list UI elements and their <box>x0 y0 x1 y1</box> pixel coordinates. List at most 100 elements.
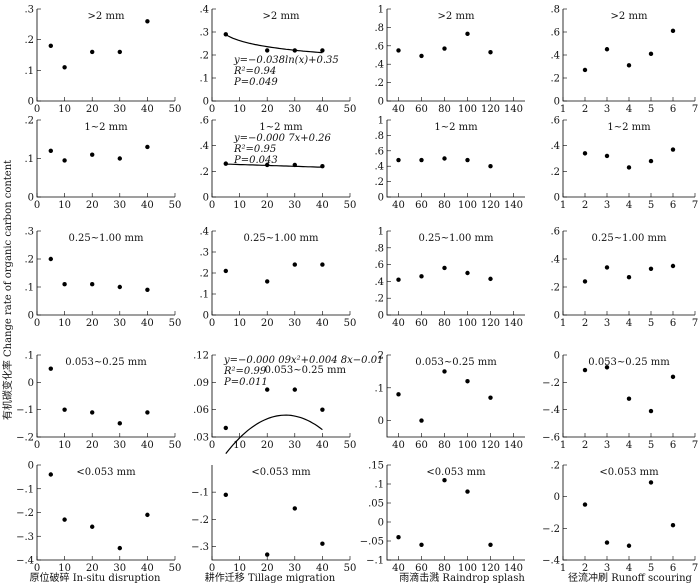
panel-size-label: 0.25~1.00 mm <box>591 233 667 244</box>
x-tick-label: 120 <box>481 563 500 574</box>
panel-size-label: 1~2 mm <box>259 122 303 133</box>
data-point <box>488 164 493 169</box>
x-tick-label: 1 <box>560 200 566 211</box>
x-tick-label: 5 <box>648 440 654 451</box>
panel-size-label: 0.25~1.00 mm <box>68 233 144 244</box>
x-tick-label: 0 <box>34 104 40 115</box>
x-tick-label: 0 <box>209 563 215 574</box>
data-point <box>419 418 424 423</box>
data-point <box>265 387 270 392</box>
data-point <box>648 480 654 485</box>
x-tick-label: 0 <box>209 104 215 115</box>
panel-size-label: 0.053~0.25 mm <box>65 357 147 368</box>
y-tick-label: −.1 <box>191 488 209 499</box>
y-tick-label: .1 <box>24 351 34 362</box>
panel-size-label: >2 mm <box>263 11 300 22</box>
column-title: 雨滴击溅 Raindrop splash <box>399 571 525 584</box>
y-tick-label: −.6 <box>542 433 560 444</box>
y-tick-label: .2 <box>550 74 560 85</box>
y-tick-label: .3 <box>199 248 209 259</box>
y-tick-label: −.2 <box>542 524 560 535</box>
data-point <box>648 408 654 414</box>
y-tick-label: −.2 <box>16 433 34 444</box>
column-title: 耕作迁移 Tillage migration <box>205 571 336 584</box>
y-tick-label: −.1 <box>16 484 34 495</box>
x-tick-label: 10 <box>58 200 71 211</box>
x-tick-label: 80 <box>438 563 451 574</box>
panel-r4-c2: −.1 −.05 0 .05 .1 .15 40 60 80 100 120 140 <0.053 mm <box>360 461 525 574</box>
x-tick-label: 7 <box>692 318 698 329</box>
x-tick-label: 40 <box>141 318 154 329</box>
x-tick-label: 0 <box>209 200 215 211</box>
y-tick-label: .4 <box>550 51 560 62</box>
data-point <box>419 157 424 163</box>
panel-size-label: 0.25~1.00 mm <box>418 233 494 244</box>
y-tick-label: .6 <box>374 41 384 52</box>
x-tick-label: 3 <box>604 318 610 329</box>
data-point <box>90 49 95 55</box>
x-tick-label: 120 <box>481 104 500 115</box>
x-tick-label: 50 <box>169 440 182 451</box>
x-tick-label: 50 <box>169 104 182 115</box>
y-tick-label: −.4 <box>16 556 34 567</box>
y-tick-label: 0 <box>203 193 209 204</box>
y-tick-label: .2 <box>24 35 34 46</box>
x-tick-label: 20 <box>86 440 99 451</box>
x-tick-label: 20 <box>86 104 99 115</box>
x-tick-label: 60 <box>415 440 428 451</box>
regression-annotation: y=−0.038ln(x)+0.35 <box>233 55 339 66</box>
axes <box>386 355 525 438</box>
data-point <box>465 157 470 163</box>
data-point <box>604 365 610 370</box>
y-tick-label: .06 <box>193 405 209 416</box>
x-tick-label: 30 <box>113 563 126 574</box>
x-tick-label: 140 <box>504 318 523 329</box>
x-tick-label: 10 <box>233 563 246 574</box>
x-tick-label: 1 <box>560 440 566 451</box>
x-tick-label: 140 <box>504 440 523 451</box>
data-point <box>223 492 228 498</box>
x-tick-label: 20 <box>261 200 274 211</box>
y-tick-label: .2 <box>199 269 209 280</box>
y-tick-label: .2 <box>24 255 34 266</box>
y-tick-label: 0 <box>554 492 560 503</box>
data-point <box>396 392 401 397</box>
data-point <box>396 48 401 53</box>
y-tick-label: .2 <box>374 351 384 362</box>
data-point <box>648 158 654 164</box>
y-tick-label: .1 <box>24 66 34 77</box>
regression-annotation: P=0.049 <box>233 77 278 88</box>
x-tick-label: 100 <box>458 200 477 211</box>
data-point <box>48 148 53 153</box>
x-tick-label: 3 <box>604 104 610 115</box>
y-tick-label: 0 <box>554 351 560 362</box>
y-tick-label: 0 <box>28 378 34 389</box>
data-point <box>670 522 676 528</box>
data-point <box>117 156 123 161</box>
x-tick-label: 2 <box>582 104 588 115</box>
y-tick-label: .1 <box>199 290 209 301</box>
y-axis-label: 有机碳变化率 Change rate of organic carbon con… <box>1 160 14 420</box>
y-tick-label: 0 <box>203 311 209 322</box>
column-titles: 原位破碎 In-situ disruption 耕作迁移 Tillage migr… <box>30 571 693 584</box>
data-point <box>62 282 67 287</box>
y-tick-label: −.3 <box>191 542 209 553</box>
data-point <box>465 31 470 37</box>
y-tick-label: 0 <box>554 311 560 322</box>
data-point <box>604 47 610 52</box>
x-tick-label: 3 <box>604 563 610 574</box>
data-point <box>223 425 228 431</box>
x-tick-label: 1 <box>560 104 566 115</box>
data-point <box>320 164 325 169</box>
x-tick-label: 30 <box>113 440 126 451</box>
y-tick-label: .6 <box>374 260 384 271</box>
data-point <box>320 48 325 53</box>
panel-size-label: 1~2 mm <box>84 122 128 133</box>
x-tick-label: 10 <box>233 318 246 329</box>
data-point <box>626 543 632 548</box>
data-point <box>626 165 632 170</box>
y-tick-label: 0 <box>378 518 384 529</box>
x-tick-label: 50 <box>344 318 357 329</box>
